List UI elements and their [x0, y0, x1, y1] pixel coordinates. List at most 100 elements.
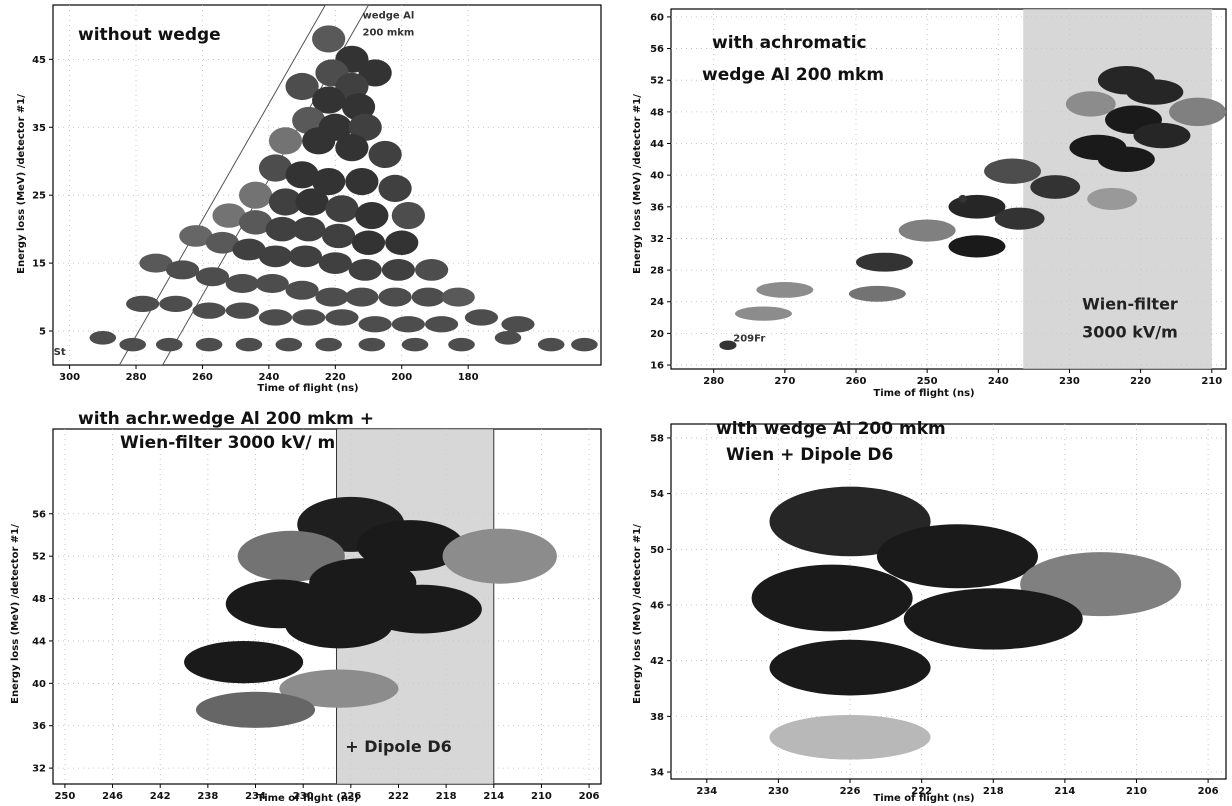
- x-tick-label: 180: [458, 372, 479, 383]
- chart-subtitle: Wien-filter 3000 kV/ m: [120, 433, 335, 453]
- data-ellipse: [265, 216, 299, 242]
- y-tick-label: 15: [32, 259, 46, 270]
- data-ellipse: [119, 337, 146, 352]
- y-axis-label: Energy loss (MeV) /detector #1/: [10, 524, 21, 704]
- x-tick-label: 218: [436, 791, 457, 802]
- y-tick-label: 45: [32, 55, 46, 66]
- x-tick-label: 226: [340, 791, 361, 802]
- data-ellipse: [391, 201, 425, 230]
- data-ellipse: [381, 259, 416, 281]
- y-tick-label: 54: [650, 489, 664, 500]
- y-tick-label: 25: [32, 191, 46, 202]
- y-axis-label: Energy loss (MeV) /detector #1/: [16, 94, 27, 274]
- plot-area: [53, 5, 601, 365]
- x-axis-label: Time of flight (ns): [873, 388, 974, 399]
- chart-annotation: 200 mkm: [363, 28, 415, 39]
- y-tick-label: 48: [650, 107, 664, 118]
- data-ellipse: [769, 639, 931, 696]
- x-tick-label: 226: [840, 786, 861, 797]
- data-ellipse: [268, 127, 303, 155]
- y-tick-label: 36: [32, 721, 46, 732]
- data-ellipse: [318, 252, 352, 274]
- data-ellipse: [1030, 175, 1081, 199]
- x-tick-label: 210: [1201, 376, 1222, 387]
- data-ellipse: [322, 223, 356, 249]
- y-tick-label: 44: [32, 636, 46, 647]
- chart-annotation: 3000 kV/m: [1082, 322, 1178, 341]
- chart-title: with wedge Al 200 mkm: [716, 419, 946, 439]
- y-tick-label: 28: [650, 266, 664, 277]
- x-tick-label: 250: [917, 376, 938, 387]
- data-ellipse: [292, 216, 326, 242]
- data-ellipse: [411, 287, 445, 307]
- data-ellipse: [139, 253, 173, 273]
- data-ellipse: [751, 564, 913, 632]
- data-ellipse: [898, 219, 956, 242]
- data-ellipse: [1087, 187, 1138, 210]
- chart-svg-top-right: 280 270 260 250 240 230 220 210 16 20 24 28 32 36 40 44…: [632, 8, 1227, 399]
- panel-bottom-right: 234 230 226 222 218 214 210 206 34 38 42 46 50 54 58 Ti…: [624, 404, 1228, 804]
- data-ellipse: [501, 316, 535, 333]
- x-axis-label: Time of flight (ns): [257, 383, 358, 394]
- data-ellipse: [126, 295, 160, 313]
- x-tick-label: 230: [293, 791, 314, 802]
- x-tick-label: 270: [774, 376, 795, 387]
- data-ellipse: [735, 306, 792, 321]
- y-tick-label: 56: [32, 509, 46, 520]
- data-ellipse: [312, 168, 346, 196]
- data-ellipse: [856, 252, 913, 272]
- plot-area: [53, 429, 601, 784]
- data-ellipse: [378, 287, 412, 307]
- data-ellipse: [903, 588, 1083, 650]
- x-tick-label: 242: [150, 791, 171, 802]
- data-ellipse: [292, 106, 326, 135]
- data-ellipse: [348, 113, 382, 141]
- y-tick-label: 16: [650, 361, 664, 372]
- y-tick-label: 50: [650, 545, 664, 556]
- x-tick-label: 234: [245, 791, 266, 802]
- chart-annotation: 209Fr: [733, 333, 765, 344]
- data-ellipse: [258, 245, 293, 268]
- chart-title: without wedge: [78, 25, 221, 45]
- data-ellipse: [89, 331, 117, 345]
- data-ellipse: [268, 188, 303, 216]
- data-ellipse: [441, 287, 475, 307]
- data-ellipse: [424, 316, 459, 333]
- y-tick-label: 52: [32, 552, 46, 563]
- x-tick-label: 238: [197, 791, 218, 802]
- data-ellipse: [184, 640, 304, 684]
- data-ellipse: [312, 86, 346, 114]
- chart-subtitle: wedge Al 200 mkm: [702, 65, 884, 85]
- data-ellipse: [362, 584, 482, 634]
- data-ellipse: [285, 601, 393, 649]
- y-axis-label: Energy loss (MeV) /detector #1/: [632, 94, 643, 274]
- x-tick-label: 260: [846, 376, 867, 387]
- x-tick-label: 260: [192, 372, 213, 383]
- data-ellipse: [335, 134, 369, 162]
- data-ellipse: [385, 230, 419, 255]
- x-tick-label: 206: [579, 791, 600, 802]
- y-tick-label: 35: [32, 123, 46, 134]
- data-ellipse: [232, 238, 266, 261]
- chart-svg-bottom-left: 250 246 242 238 234 230 226 222 218 214 210 206 32 36…: [10, 409, 602, 804]
- data-ellipse: [442, 528, 557, 584]
- data-ellipse: [994, 207, 1045, 230]
- y-tick-label: 60: [650, 12, 664, 23]
- y-axis-label: Energy loss (MeV) /detector #1/: [632, 524, 643, 704]
- x-tick-label: 214: [483, 791, 504, 802]
- data-ellipse: [391, 316, 425, 333]
- data-ellipse: [958, 194, 967, 203]
- plot-area: [671, 424, 1226, 779]
- x-tick-label: 214: [1054, 786, 1075, 797]
- data-ellipse: [159, 295, 193, 313]
- data-ellipse: [448, 337, 475, 352]
- y-tick-label: 40: [650, 171, 664, 182]
- data-ellipse: [285, 161, 319, 189]
- data-ellipse: [378, 174, 412, 202]
- data-ellipse: [295, 188, 329, 216]
- y-tick-label: 5: [39, 327, 46, 338]
- data-ellipse: [351, 230, 386, 255]
- chart-title: with achr.wedge Al 200 mkm +: [78, 409, 374, 429]
- data-ellipse: [537, 337, 565, 352]
- data-ellipse: [225, 302, 259, 319]
